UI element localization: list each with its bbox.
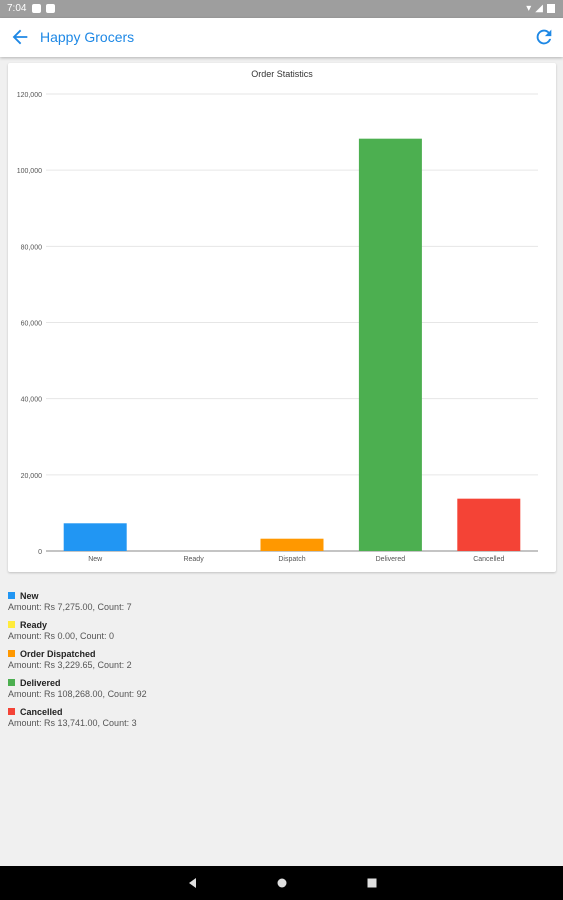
legend-item: Cancelled Amount: Rs 13,741.00, Count: 3 xyxy=(8,706,548,729)
legend-item: Delivered Amount: Rs 108,268.00, Count: 9… xyxy=(8,677,548,700)
y-tick-label: 60,000 xyxy=(21,321,43,328)
battery-icon xyxy=(547,4,555,13)
wifi-icon: ▾ xyxy=(526,3,532,14)
legend-swatch xyxy=(8,650,15,657)
legend-header: Cancelled xyxy=(8,706,548,717)
sd-card-icon xyxy=(46,4,55,13)
y-tick-label: 0 xyxy=(38,549,42,556)
legend-item: Ready Amount: Rs 0.00, Count: 0 xyxy=(8,619,548,642)
order-statistics-card: Order Statistics 0 20,000 40,000 60,000 80,0… xyxy=(8,63,556,572)
bar-cancelled[interactable] xyxy=(457,498,521,551)
nav-back-icon[interactable] xyxy=(178,866,208,900)
legend-header: Ready xyxy=(8,619,548,630)
legend-name: Delivered xyxy=(20,677,61,688)
legend-swatch xyxy=(8,592,15,599)
signal-icon: ◢ xyxy=(535,3,543,14)
bar-delivered[interactable] xyxy=(358,138,422,551)
bar-dispatch[interactable] xyxy=(260,538,324,551)
legend-swatch xyxy=(8,708,15,715)
legend-item: Order Dispatched Amount: Rs 3,229.65, Cou… xyxy=(8,648,548,671)
legend-name: Cancelled xyxy=(20,706,63,717)
legend-detail: Amount: Rs 0.00, Count: 0 xyxy=(8,631,115,641)
y-tick-label: 100,000 xyxy=(17,168,42,175)
status-indicators: ▾ ◢ xyxy=(526,3,555,14)
legend-detail: Amount: Rs 3,229.65, Count: 2 xyxy=(8,660,132,670)
legend-swatch xyxy=(8,621,15,628)
bar-new[interactable] xyxy=(63,523,127,551)
page-title: Happy Grocers xyxy=(40,29,135,45)
legend-name: Order Dispatched xyxy=(20,648,96,659)
order-legend: New Amount: Rs 7,275.00, Count: 7 Ready Amo… xyxy=(8,590,548,735)
legend-detail: Amount: Rs 7,275.00, Count: 7 xyxy=(8,602,132,612)
y-tick-label: 20,000 xyxy=(21,473,43,480)
legend-detail: Amount: Rs 13,741.00, Count: 3 xyxy=(8,718,137,728)
x-tick-label: Dispatch xyxy=(278,556,305,563)
chart-title: Order Statistics xyxy=(251,69,313,79)
system-nav-bar xyxy=(0,866,563,900)
status-bar: 7:04 ▾ ◢ xyxy=(0,0,563,18)
legend-detail: Amount: Rs 108,268.00, Count: 92 xyxy=(8,689,147,699)
x-tick-label: New xyxy=(88,556,103,563)
y-tick-label: 80,000 xyxy=(21,244,43,251)
legend-header: Delivered xyxy=(8,677,548,688)
refresh-icon[interactable] xyxy=(533,26,555,48)
legend-swatch xyxy=(8,679,15,686)
nav-recents-icon[interactable] xyxy=(357,866,387,900)
arrow-back-icon[interactable] xyxy=(9,26,31,48)
order-statistics-chart: Order Statistics 0 20,000 40,000 60,000 80,0… xyxy=(17,69,538,563)
y-tick-label: 120,000 xyxy=(17,92,42,99)
legend-header: New xyxy=(8,590,548,601)
x-tick-label: Cancelled xyxy=(473,556,504,563)
status-time: 7:04 xyxy=(7,3,27,14)
notification-icon xyxy=(32,4,41,13)
legend-name: Ready xyxy=(20,619,48,630)
app-bar: Happy Grocers xyxy=(0,18,563,57)
y-tick-label: 40,000 xyxy=(21,397,43,404)
legend-item: New Amount: Rs 7,275.00, Count: 7 xyxy=(8,590,548,613)
x-tick-label: Delivered xyxy=(376,556,406,563)
legend-header: Order Dispatched xyxy=(8,648,548,659)
legend-name: New xyxy=(20,590,39,601)
nav-home-icon[interactable] xyxy=(267,866,297,900)
x-tick-label: Ready xyxy=(183,556,204,563)
